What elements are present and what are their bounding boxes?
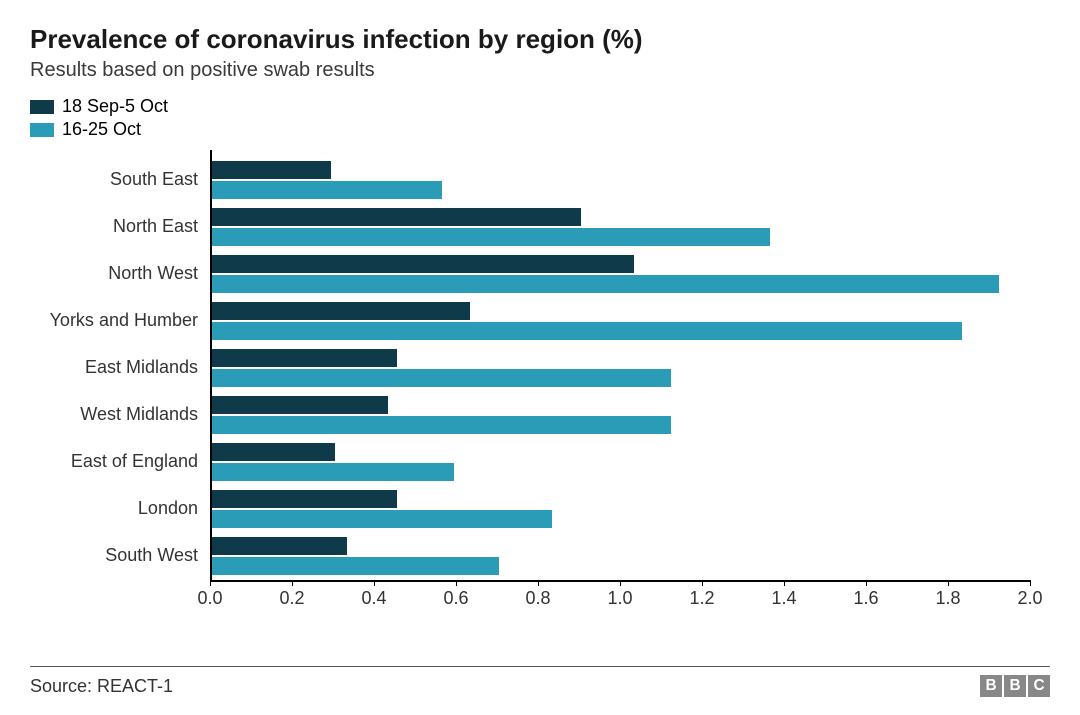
bar: [212, 181, 442, 199]
x-tick-mark: [292, 580, 293, 586]
x-tick-mark: [210, 580, 211, 586]
x-tick-label: 1.4: [771, 588, 796, 609]
legend: 18 Sep-5 Oct16-25 Oct: [30, 96, 1050, 140]
category-label: East of England: [30, 451, 198, 472]
x-tick-mark: [456, 580, 457, 586]
bar: [212, 490, 397, 508]
bar: [212, 208, 581, 226]
x-tick-label: 0.6: [443, 588, 468, 609]
x-tick-mark: [866, 580, 867, 586]
source-label: Source: REACT-1: [30, 676, 173, 697]
bar: [212, 510, 552, 528]
bar: [212, 463, 454, 481]
bar: [212, 443, 335, 461]
bbc-logo-letter: B: [1004, 675, 1026, 697]
bar: [212, 369, 671, 387]
bbc-logo-letter: B: [980, 675, 1002, 697]
x-tick-mark: [948, 580, 949, 586]
x-tick-label: 1.8: [935, 588, 960, 609]
bar: [212, 302, 470, 320]
x-tick-mark: [784, 580, 785, 586]
legend-swatch: [30, 100, 54, 114]
category-label: West Midlands: [30, 404, 198, 425]
chart-subtitle: Results based on positive swab results: [30, 59, 1050, 82]
bar-chart: South East North East North West Yorks and …: [30, 150, 1030, 620]
bar: [212, 322, 962, 340]
x-tick-mark: [538, 580, 539, 586]
x-tick-label: 0.2: [279, 588, 304, 609]
x-tick-label: 1.0: [607, 588, 632, 609]
bbc-logo-letter: C: [1028, 675, 1050, 697]
x-tick-mark: [620, 580, 621, 586]
x-tick-label: 2.0: [1017, 588, 1042, 609]
category-label: London: [30, 498, 198, 519]
bar: [212, 349, 397, 367]
x-tick-label: 1.2: [689, 588, 714, 609]
bar: [212, 396, 388, 414]
bar: [212, 161, 331, 179]
bar: [212, 537, 347, 555]
legend-label: 16-25 Oct: [62, 119, 141, 140]
bar: [212, 275, 999, 293]
legend-swatch: [30, 123, 54, 137]
x-tick-mark: [702, 580, 703, 586]
chart-title: Prevalence of coronavirus infection by r…: [30, 24, 1050, 55]
bar: [212, 228, 770, 246]
x-tick-mark: [1030, 580, 1031, 586]
legend-item: 18 Sep-5 Oct: [30, 96, 1050, 117]
category-label: South West: [30, 545, 198, 566]
bar: [212, 416, 671, 434]
category-label: East Midlands: [30, 357, 198, 378]
x-tick-label: 0.0: [197, 588, 222, 609]
category-label: Yorks and Humber: [30, 310, 198, 331]
x-tick-label: 0.4: [361, 588, 386, 609]
legend-label: 18 Sep-5 Oct: [62, 96, 168, 117]
category-label: South East: [30, 169, 198, 190]
legend-item: 16-25 Oct: [30, 119, 1050, 140]
category-label: North East: [30, 216, 198, 237]
x-tick-mark: [374, 580, 375, 586]
x-tick-label: 1.6: [853, 588, 878, 609]
chart-footer: Source: REACT-1 BBC: [30, 666, 1050, 697]
bbc-logo: BBC: [980, 675, 1050, 697]
x-tick-label: 0.8: [525, 588, 550, 609]
bar: [212, 557, 499, 575]
category-label: North West: [30, 263, 198, 284]
bar: [212, 255, 634, 273]
